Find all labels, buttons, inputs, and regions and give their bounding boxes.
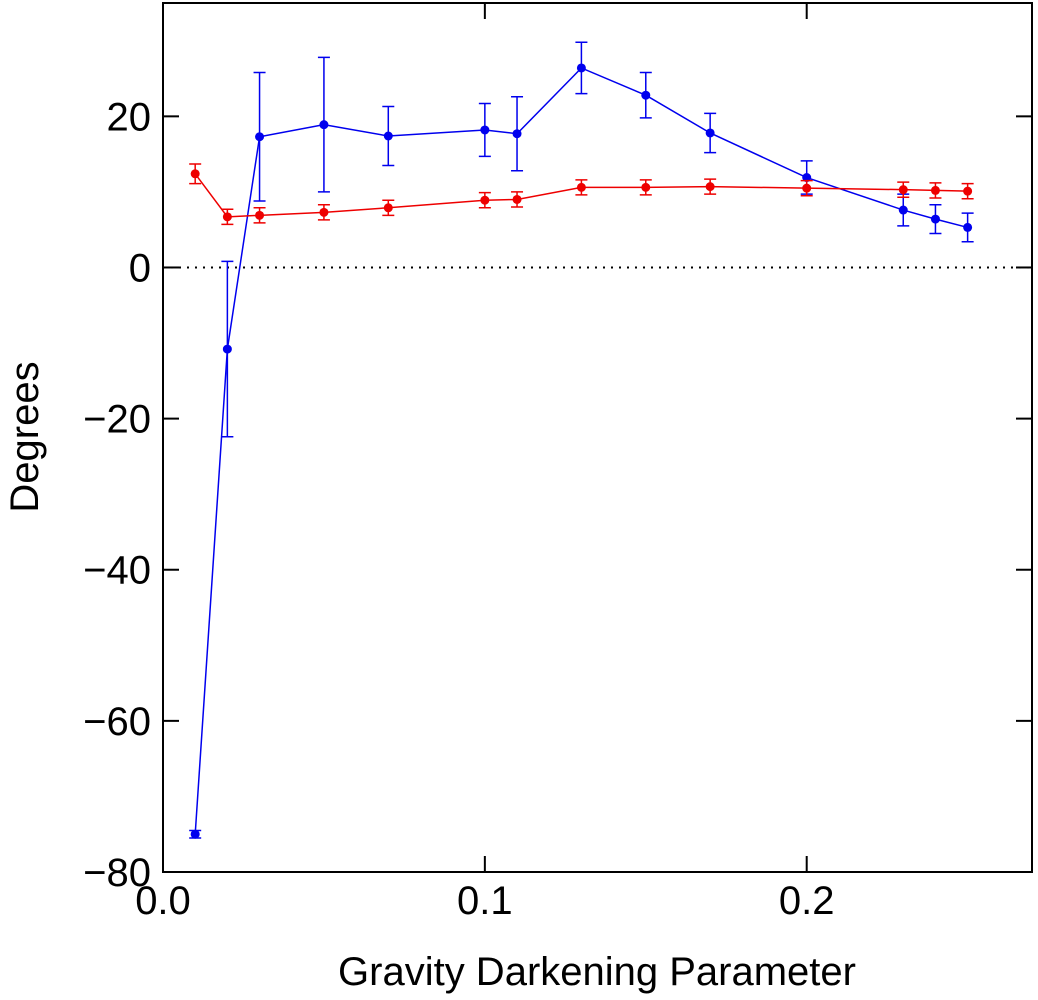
data-point bbox=[898, 185, 908, 195]
data-point bbox=[480, 195, 490, 205]
data-point bbox=[641, 90, 651, 100]
data-point bbox=[898, 205, 908, 215]
data-point bbox=[319, 207, 329, 217]
data-point bbox=[930, 214, 940, 224]
data-point bbox=[319, 120, 329, 130]
data-point bbox=[222, 212, 232, 222]
x-tick-label: 0.0 bbox=[135, 879, 191, 923]
y-tick-label: −60 bbox=[83, 700, 151, 744]
data-point bbox=[190, 829, 200, 839]
data-point bbox=[255, 210, 265, 220]
data-point bbox=[963, 222, 973, 232]
y-tick-label: 0 bbox=[129, 246, 151, 290]
x-tick-label: 0.1 bbox=[457, 879, 513, 923]
data-point bbox=[802, 183, 812, 193]
y-axis-label: Degrees bbox=[3, 361, 47, 512]
series-line bbox=[194, 67, 968, 835]
x-tick-label: 0.2 bbox=[779, 879, 835, 923]
series-line bbox=[194, 173, 968, 218]
data-point bbox=[705, 128, 715, 138]
data-point bbox=[576, 63, 586, 73]
data-point bbox=[576, 182, 586, 192]
data-point bbox=[480, 125, 490, 135]
data-point bbox=[383, 131, 393, 141]
x-axis-label: Gravity Darkening Parameter bbox=[338, 950, 856, 994]
y-tick-label: −20 bbox=[83, 398, 151, 442]
data-point bbox=[383, 203, 393, 213]
data-point bbox=[930, 185, 940, 195]
data-point bbox=[512, 194, 522, 204]
data-point bbox=[705, 182, 715, 192]
data-point bbox=[190, 169, 200, 179]
data-point bbox=[641, 182, 651, 192]
y-tick-label: 20 bbox=[107, 95, 152, 139]
data-point bbox=[512, 129, 522, 139]
plot-frame bbox=[162, 2, 1033, 873]
data-point bbox=[963, 186, 973, 196]
y-tick-label: −40 bbox=[83, 549, 151, 593]
data-point bbox=[255, 132, 265, 142]
data-point bbox=[222, 344, 232, 354]
y-tick-label: −80 bbox=[83, 851, 151, 895]
data-point bbox=[802, 173, 812, 183]
